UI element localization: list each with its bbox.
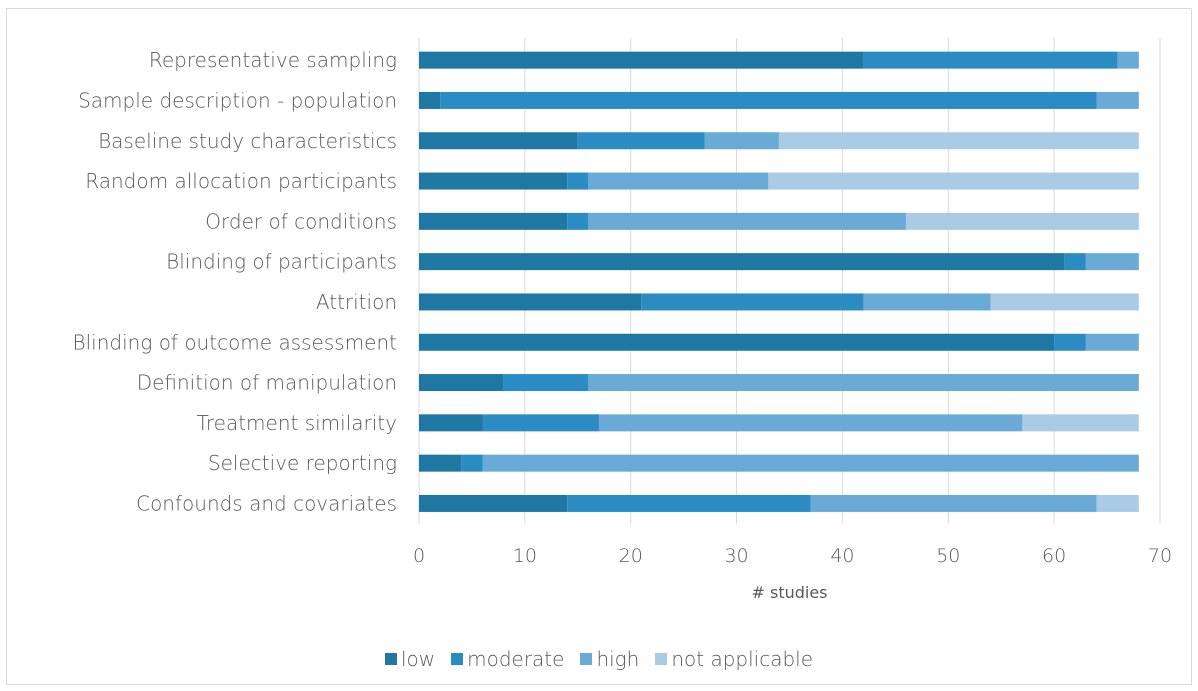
bar-segment-high <box>482 454 1139 472</box>
bar-segment-not-applicable <box>778 132 1139 150</box>
bar-segment-not-applicable <box>768 172 1139 190</box>
legend-item: moderate <box>451 647 564 671</box>
category-label: Representative sampling <box>149 48 397 72</box>
category-label: Definition of manipulation <box>137 371 397 395</box>
legend-swatch <box>451 653 464 665</box>
bar-segment-moderate <box>641 293 864 311</box>
bar-segment-not-applicable <box>905 212 1139 230</box>
legend: low moderate high not applicable <box>0 647 1198 671</box>
category-label: Confounds and covariates <box>136 491 397 515</box>
bar-segment-not-applicable <box>990 293 1139 311</box>
bar-segment-low <box>419 374 504 392</box>
bar-segment-moderate <box>461 454 483 472</box>
bar-segment-low <box>419 333 1055 351</box>
bar-segment-high <box>1096 91 1139 109</box>
gridlines <box>418 38 1161 524</box>
bar-segment-moderate <box>503 374 589 392</box>
legend-swatch <box>655 653 668 665</box>
bar-segment-low <box>419 132 578 150</box>
bar-segment-high <box>588 172 769 190</box>
category-label: Order of conditions <box>205 209 397 233</box>
x-tick-label: 0 <box>413 545 425 567</box>
x-tick-label: 20 <box>619 545 643 567</box>
category-label: Sample description - population <box>78 88 397 112</box>
bar-segment-high <box>810 494 1097 512</box>
bar-segment-moderate <box>863 51 1118 69</box>
bar-segment-low <box>419 172 568 190</box>
category-label: Blinding of outcome assessment <box>73 330 397 354</box>
bar-segment-low <box>419 51 864 69</box>
bar-segment-high <box>704 132 779 150</box>
bar-segment-moderate <box>1064 253 1086 271</box>
bar-segment-low <box>419 293 642 311</box>
bar-segment-high <box>863 293 991 311</box>
bar-segment-high <box>598 414 1023 432</box>
bar-segment-high <box>588 374 1139 392</box>
legend-item: not applicable <box>655 647 813 671</box>
bar-segment-moderate <box>440 91 1097 109</box>
legend-item: low <box>384 647 436 671</box>
bar-segment-high <box>588 212 906 230</box>
category-label: Attrition <box>316 290 397 314</box>
legend-label: high <box>596 647 640 671</box>
bar-segment-moderate <box>567 494 811 512</box>
category-label: Random allocation participants <box>85 169 397 193</box>
category-label: Blinding of participants <box>166 250 397 274</box>
bar-segment-low <box>419 212 568 230</box>
legend-label: moderate <box>467 647 565 671</box>
x-tick-label: 10 <box>513 545 537 567</box>
bar-segment-moderate <box>567 212 589 230</box>
bar-segment-low <box>419 253 1065 271</box>
bar-segment-low <box>419 454 462 472</box>
bar-segment-moderate <box>577 132 705 150</box>
bar-segment-low <box>419 91 441 109</box>
bar-segment-not-applicable <box>1096 494 1139 512</box>
bar-segment-low <box>419 414 483 432</box>
x-tick-label: 60 <box>1042 545 1066 567</box>
x-tick-label: 40 <box>830 545 854 567</box>
x-tick-label: 70 <box>1148 545 1172 567</box>
category-label: Baseline study characteristics <box>98 129 397 153</box>
category-label: Selective reporting <box>208 451 397 475</box>
legend-item: high <box>580 647 639 671</box>
legend-label: not applicable <box>671 647 814 671</box>
x-axis-title: # studies <box>751 583 827 602</box>
bar-segment-moderate <box>567 172 589 190</box>
legend-swatch <box>580 653 593 665</box>
bar-segment-high <box>1117 51 1139 69</box>
legend-label: low <box>400 647 436 671</box>
bar-segment-moderate <box>1054 333 1086 351</box>
x-tick-label: 50 <box>936 545 960 567</box>
x-tick-label: 30 <box>724 545 748 567</box>
bar-segment-high <box>1085 333 1139 351</box>
legend-swatch <box>384 653 397 665</box>
stacked-bar-chart: Representative sampling Sample descriptio… <box>73 38 1172 602</box>
bar-segment-moderate <box>482 414 599 432</box>
bars <box>419 51 1139 512</box>
x-tick-labels: 0 10 20 30 40 50 60 70 <box>413 545 1172 567</box>
category-label: Treatment similarity <box>197 411 397 435</box>
category-labels: Representative sampling Sample descriptio… <box>73 48 397 515</box>
bar-segment-low <box>419 494 568 512</box>
bar-segment-not-applicable <box>1022 414 1139 432</box>
bar-segment-high <box>1085 253 1139 271</box>
